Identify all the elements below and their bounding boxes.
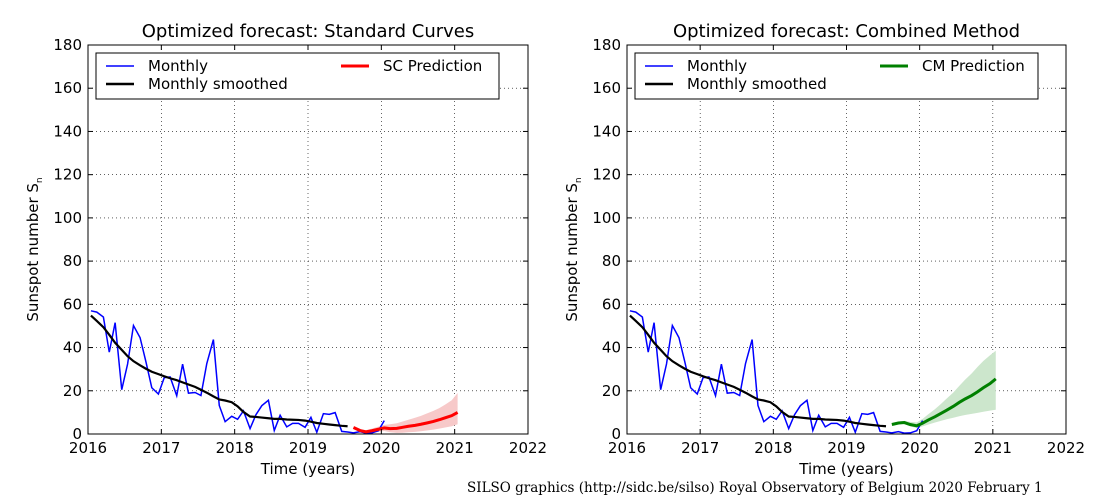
series-line-prediction	[352, 411, 459, 434]
y-tick-label: 100	[592, 209, 621, 227]
x-tick-label: 2020	[362, 439, 400, 457]
y-tick-label: 160	[592, 79, 621, 97]
series-line-monthly	[629, 310, 924, 435]
y-tick-label: 20	[602, 382, 621, 400]
x-tick-label: 2020	[901, 439, 939, 457]
y-tick-label: 140	[53, 122, 82, 140]
y-axis-label-text: Sunspot number S	[24, 183, 42, 322]
x-tick-label: 2021	[436, 439, 474, 457]
x-tick-label: 2021	[974, 439, 1012, 457]
y-tick-label: 100	[53, 209, 82, 227]
prediction-band	[891, 350, 996, 428]
chart-title: Optimized forecast: Combined Method	[673, 21, 1020, 42]
y-tick-label: 160	[53, 79, 82, 97]
x-tick-label: 2019	[289, 439, 327, 457]
y-tick-label: 80	[63, 252, 82, 270]
legend-label-2: SC Prediction	[383, 57, 482, 75]
credit-line: SILSO graphics (http://sidc.be/silso) Ro…	[467, 480, 1043, 496]
series-line-prediction	[891, 377, 997, 428]
series-line-smoothed	[629, 314, 887, 428]
x-tick-label: 2016	[69, 439, 107, 457]
y-tick-label: 180	[592, 36, 621, 54]
legend-label-1: Monthly smoothed	[687, 75, 827, 93]
legend-box	[95, 52, 500, 100]
y-tick-label: 0	[72, 425, 82, 443]
y-axis-label-text: Sunspot number S	[563, 183, 581, 322]
x-tick-label: 2019	[827, 439, 865, 457]
x-tick-label: 2017	[142, 439, 180, 457]
axes-frame	[626, 44, 1067, 435]
legend-box	[634, 52, 1039, 100]
y-tick-label: 20	[63, 382, 82, 400]
y-tick-label: 40	[63, 339, 82, 357]
x-tick-label: 2018	[216, 439, 254, 457]
x-tick-label: 2017	[681, 439, 719, 457]
y-axis-label: Sunspot number Sn	[24, 177, 45, 321]
legend-label-1: Monthly smoothed	[148, 75, 288, 93]
y-tick-label: 0	[611, 425, 621, 443]
y-tick-label: 120	[53, 166, 82, 184]
x-tick-label: 2018	[754, 439, 792, 457]
x-tick-label: 2022	[509, 439, 547, 457]
y-axis-label-subscript: n	[35, 177, 45, 183]
y-axis-label-subscript: n	[574, 177, 584, 183]
axes-frame	[87, 44, 529, 435]
chart-title: Optimized forecast: Standard Curves	[142, 21, 475, 42]
chart-panel-cm: 2016 2017 2018 2019 2020 2021 2022 0 20 40 60 80 100…	[563, 21, 1085, 478]
y-tick-label: 120	[592, 166, 621, 184]
y-tick-label: 180	[53, 36, 82, 54]
legend-label-0: Monthly	[148, 57, 208, 75]
y-tick-label: 80	[602, 252, 621, 270]
x-tick-label: 2022	[1047, 439, 1085, 457]
y-tick-label: 60	[63, 295, 82, 313]
legend-label-2: CM Prediction	[922, 57, 1025, 75]
legend-label-0: Monthly	[687, 57, 747, 75]
chart-panel-sc: 2016 2017 2018 2019 2020 2021 2022 0 20 40 60 80 100…	[24, 21, 547, 478]
y-tick-label: 140	[592, 122, 621, 140]
series-line-monthly	[90, 310, 385, 435]
series-line-smoothed	[90, 314, 348, 428]
y-tick-label: 40	[602, 339, 621, 357]
x-tick-label: 2016	[608, 439, 646, 457]
x-axis-label: Time (years)	[798, 460, 893, 478]
y-tick-label: 60	[602, 295, 621, 313]
y-axis-label: Sunspot number Sn	[563, 177, 584, 321]
x-axis-label: Time (years)	[260, 460, 355, 478]
